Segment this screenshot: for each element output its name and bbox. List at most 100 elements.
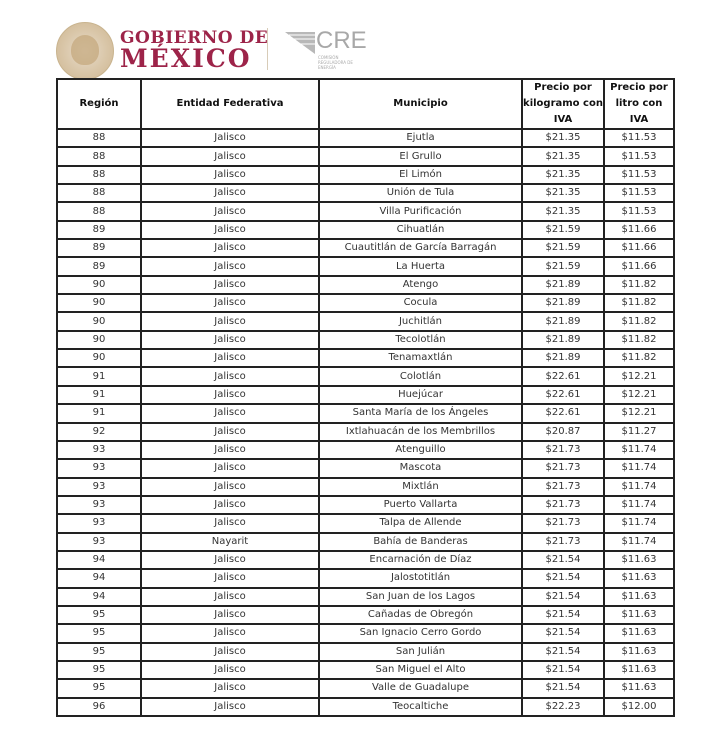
cell-municipality: Valle de Guadalupe [318,678,523,699]
cell-region: 94 [56,568,142,589]
cell-region: 88 [56,146,142,167]
cell-price-liter: $11.82 [603,329,675,351]
cell-region: 93 [56,458,142,479]
cell-state: Jalisco [140,494,320,516]
cell-state: Jalisco [140,164,320,186]
cell-price-liter: $11.53 [603,146,675,167]
cell-price-kg: $21.73 [521,476,605,497]
cell-price-liter: $11.53 [603,164,675,186]
cell-municipality: Unión de Tula [318,183,523,204]
table-row: 90 Jalisco Cocula $21.89 $11.82 [56,293,675,314]
cell-municipality: Santa María de los Ángeles [318,403,523,424]
table-row: 95 Jalisco San Julián $21.54 $11.63 [56,641,675,662]
table-row: 88 Jalisco Unión de Tula $21.35 $11.53 [56,183,675,204]
cell-price-liter: $11.63 [603,641,675,662]
cell-municipality: Talpa de Allende [318,513,523,534]
cell-price-liter: $11.63 [603,586,675,607]
cell-municipality: El Limón [318,164,523,186]
table-row: 90 Jalisco Atengo $21.89 $11.82 [56,274,675,296]
cell-price-kg: $21.54 [521,623,605,644]
cell-region: 90 [56,274,142,296]
cell-region: 93 [56,531,142,552]
cell-price-kg: $21.59 [521,219,605,241]
table-row: 95 Jalisco Valle de Guadalupe $21.54 $11.63 [56,678,675,699]
cell-price-liter: $11.82 [603,293,675,314]
cell-municipality: Teocaltiche [318,696,523,718]
cell-state: Jalisco [140,641,320,662]
cell-price-kg: $21.73 [521,439,605,461]
cell-price-kg: $22.61 [521,403,605,424]
cell-municipality: Tecolotlán [318,329,523,351]
cell-state: Jalisco [140,311,320,332]
table-row: 96 Jalisco Teocaltiche $22.23 $12.00 [56,696,675,718]
cell-state: Jalisco [140,384,320,406]
cell-municipality: Mixtlán [318,476,523,497]
table-row: 93 Jalisco Atenguillo $21.73 $11.74 [56,439,675,461]
cell-state: Jalisco [140,183,320,204]
cell-price-liter: $11.27 [603,421,675,442]
cell-price-liter: $11.66 [603,238,675,259]
cell-region: 90 [56,348,142,369]
cell-region: 89 [56,238,142,259]
cell-price-liter: $11.63 [603,568,675,589]
cell-municipality: Puerto Vallarta [318,494,523,516]
cell-region: 89 [56,219,142,241]
gov-title-line1: GOBIERNO DE [120,28,269,48]
cell-price-liter: $11.63 [603,678,675,699]
cell-price-kg: $21.73 [521,494,605,516]
cell-municipality: Juchitlán [318,311,523,332]
cell-price-kg: $21.89 [521,311,605,332]
cell-price-kg: $22.61 [521,384,605,406]
cell-municipality: Cuautitlán de García Barragán [318,238,523,259]
table-row: 93 Jalisco Puerto Vallarta $21.73 $11.74 [56,494,675,516]
cell-municipality: El Grullo [318,146,523,167]
cell-price-kg: $22.61 [521,366,605,387]
table-row: 93 Jalisco Mixtlán $21.73 $11.74 [56,476,675,497]
cell-price-liter: $11.63 [603,623,675,644]
cell-price-kg: $21.35 [521,146,605,167]
cell-municipality: San Julián [318,641,523,662]
cell-state: Jalisco [140,568,320,589]
cell-price-liter: $11.66 [603,256,675,277]
cell-state: Jalisco [140,293,320,314]
table-row: 94 Jalisco San Juan de los Lagos $21.54 $11.… [56,586,675,607]
cell-price-kg: $21.73 [521,531,605,552]
table-row: 90 Jalisco Tenamaxtlán $21.89 $11.82 [56,348,675,369]
table-row: 94 Jalisco Encarnación de Díaz $21.54 $11.63 [56,549,675,571]
cell-price-liter: $12.21 [603,384,675,406]
cell-price-liter: $11.53 [603,201,675,222]
cell-municipality: Atengo [318,274,523,296]
table-row: 88 Jalisco El Grullo $21.35 $11.53 [56,146,675,167]
cell-price-kg: $21.59 [521,238,605,259]
table-row: 91 Jalisco Santa María de los Ángeles $22.6… [56,403,675,424]
cell-municipality: Cañadas de Obregón [318,604,523,626]
cell-price-liter: $11.74 [603,476,675,497]
cell-region: 90 [56,329,142,351]
cell-price-liter: $12.00 [603,696,675,718]
cell-state: Jalisco [140,348,320,369]
cell-region: 92 [56,421,142,442]
table-row: 95 Jalisco San Ignacio Cerro Gordo $21.54 $1… [56,623,675,644]
cell-municipality: San Juan de los Lagos [318,586,523,607]
cre-logo-subtitle: COMISIÓN REGULADORA DE ENERGÍA [318,55,353,70]
table-row: 89 Jalisco Cihuatlán $21.59 $11.66 [56,219,675,241]
price-table: Región Entidad Federativa Municipio Precio … [56,78,675,718]
table-row: 93 Jalisco Mascota $21.73 $11.74 [56,458,675,479]
cell-price-kg: $21.54 [521,659,605,681]
cell-price-kg: $21.54 [521,586,605,607]
cell-price-kg: $21.59 [521,256,605,277]
cell-price-kg: $21.89 [521,274,605,296]
table-row: 88 Jalisco Villa Purificación $21.35 $11.53 [56,201,675,222]
cell-state: Jalisco [140,256,320,277]
cell-region: 95 [56,659,142,681]
cell-state: Nayarit [140,531,320,552]
cell-municipality: Bahía de Banderas [318,531,523,552]
table-row: 95 Jalisco Cañadas de Obregón $21.54 $11.63 [56,604,675,626]
cell-municipality: Ejutla [318,127,523,149]
cell-region: 93 [56,513,142,534]
cell-region: 91 [56,384,142,406]
table-row: 88 Jalisco Ejutla $21.35 $11.53 [56,127,675,149]
cell-region: 93 [56,439,142,461]
cell-municipality: Encarnación de Díaz [318,549,523,571]
cre-logo-text: CRE [316,27,367,54]
